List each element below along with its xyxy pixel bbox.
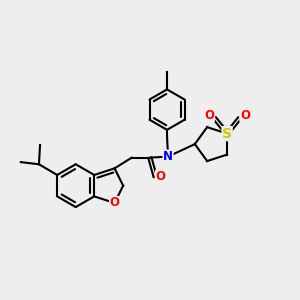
Text: O: O xyxy=(110,196,120,209)
Text: N: N xyxy=(163,150,173,163)
Text: S: S xyxy=(222,127,232,141)
Text: O: O xyxy=(240,109,250,122)
Text: O: O xyxy=(204,109,214,122)
Text: O: O xyxy=(156,170,166,183)
